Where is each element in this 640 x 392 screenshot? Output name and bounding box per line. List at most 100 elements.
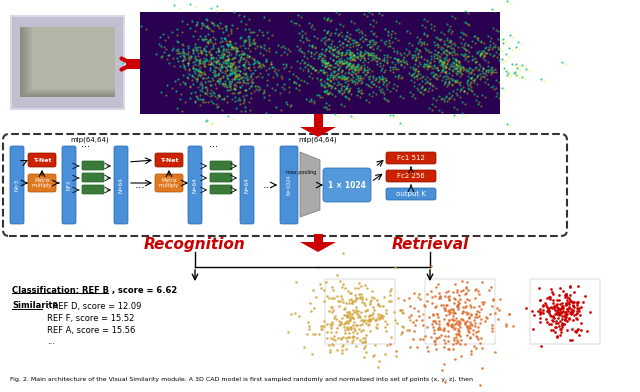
Point [233,58,243,64]
Point [278,42,288,49]
Point [383,98,393,104]
Point [200,99,210,105]
Point [390,316,400,323]
Point [453,304,463,310]
Point [453,330,463,337]
Point [436,302,446,309]
Point [349,20,359,26]
Point [432,55,442,62]
Point [270,87,280,93]
Point [410,305,420,311]
Point [305,300,316,307]
Point [348,63,358,69]
Point [159,44,170,50]
Point [380,318,390,324]
Point [358,53,368,59]
Point [435,56,445,63]
Point [481,44,491,50]
Point [184,53,195,60]
Point [436,60,447,66]
Point [461,285,471,291]
Point [323,91,333,97]
Point [198,71,209,77]
Point [392,75,403,82]
Point [225,81,236,87]
Point [472,73,482,79]
Point [355,314,365,320]
Point [358,318,368,324]
Point [348,314,358,321]
Point [238,51,248,57]
Point [381,77,392,83]
Point [195,58,205,64]
Point [258,52,268,58]
Point [337,74,348,80]
Point [335,58,346,64]
Point [303,323,314,329]
Point [476,102,486,109]
Point [412,72,422,78]
Point [474,51,484,57]
Point [239,51,249,58]
Point [345,290,355,296]
Point [568,303,578,309]
Point [364,99,374,105]
Point [214,61,225,67]
Point [222,87,232,93]
FancyBboxPatch shape [386,188,436,200]
Point [433,325,443,332]
Point [209,90,219,96]
Point [270,66,280,72]
Point [366,37,376,43]
Point [445,74,455,81]
Point [372,61,382,67]
Point [442,64,452,70]
Point [365,51,376,57]
Point [405,344,415,350]
Point [205,56,216,62]
Point [432,51,442,58]
Point [335,58,345,64]
Point [442,57,452,63]
Point [335,321,346,327]
Point [179,63,189,69]
Point [230,94,240,100]
Point [428,318,438,324]
Point [321,46,331,52]
Point [435,295,445,301]
Point [193,96,204,102]
Point [360,317,371,323]
Point [454,59,464,65]
Point [474,339,484,346]
Point [371,83,381,89]
Point [241,59,251,65]
Point [337,343,348,349]
Point [363,322,373,328]
Point [221,23,232,29]
Point [179,50,189,56]
Point [303,37,314,43]
Point [346,113,356,119]
Point [415,75,426,82]
Point [425,81,435,87]
Point [422,66,432,72]
Point [209,22,219,28]
Point [357,339,367,345]
Point [309,305,319,311]
Point [470,97,481,103]
Point [334,318,344,324]
Point [246,90,256,96]
Point [475,52,485,58]
Point [463,85,473,91]
Point [568,308,579,314]
Point [348,76,358,83]
Point [224,72,234,78]
Point [356,77,366,83]
Point [223,63,233,69]
Point [316,67,326,73]
Point [379,52,389,58]
Point [239,104,250,110]
Point [236,18,246,24]
FancyBboxPatch shape [386,170,436,182]
Point [411,56,421,62]
